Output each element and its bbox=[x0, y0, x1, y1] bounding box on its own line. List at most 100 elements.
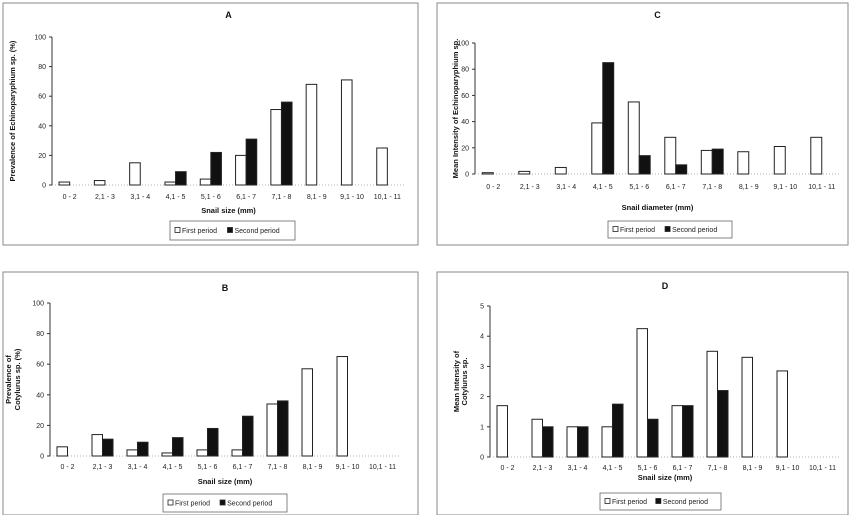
bar-second-period bbox=[277, 400, 289, 457]
y-tick-label: 40 bbox=[36, 392, 44, 399]
bar-second-period bbox=[210, 151, 222, 186]
x-tick-label: 2,1 - 3 bbox=[520, 184, 540, 191]
bar-first-period bbox=[591, 122, 604, 175]
chart-title: D bbox=[662, 281, 669, 291]
y-tick-label: 40 bbox=[461, 119, 469, 126]
bar-second-period bbox=[137, 441, 149, 457]
y-tick-label: 80 bbox=[36, 331, 44, 338]
x-axis-label: Snail size (mm) bbox=[201, 206, 256, 215]
bar-second-period bbox=[542, 426, 554, 458]
x-tick-label: 8,1 - 9 bbox=[739, 184, 759, 191]
bar-second-period bbox=[638, 155, 651, 175]
legend-label: Second period bbox=[663, 499, 708, 506]
y-tick-label: 3 bbox=[480, 364, 484, 371]
bar-second-period bbox=[675, 164, 688, 175]
x-tick-label: 7,1 - 8 bbox=[708, 465, 728, 472]
chart-panel-b: B 0 20 40 60 80 100 0 - 2 2,1 - 3 3,1 - 4 4,1 - 5 5… bbox=[2, 271, 419, 515]
legend-label: Second period bbox=[227, 501, 272, 508]
bar-second-period bbox=[682, 405, 694, 458]
chart-title: C bbox=[654, 10, 661, 20]
bar-first-period bbox=[126, 449, 138, 457]
legend: First period Second period bbox=[599, 492, 722, 511]
legend-swatch bbox=[664, 226, 671, 232]
x-tick-label: 0 - 2 bbox=[63, 194, 77, 201]
x-tick-label: 9,1 - 10 bbox=[340, 194, 364, 201]
y-tick-label: 100 bbox=[32, 301, 44, 308]
x-tick-label: 4,1 - 5 bbox=[163, 464, 183, 471]
bar-first-period bbox=[270, 109, 282, 186]
y-axis-label: Mean Intensity of Echinoparyphium sp. bbox=[451, 39, 460, 179]
legend-swatch bbox=[655, 498, 662, 504]
x-tick-label: 7,1 - 8 bbox=[272, 194, 292, 201]
y-tick-label: 20 bbox=[38, 153, 46, 160]
bar-first-period bbox=[56, 446, 68, 457]
y-axis-label: Prevalence of bbox=[4, 355, 13, 404]
x-axis-label: Snail diameter (mm) bbox=[622, 203, 694, 212]
y-tick-label: 1 bbox=[480, 424, 484, 431]
legend: First period Second period bbox=[162, 493, 288, 513]
bar-second-period bbox=[711, 148, 724, 175]
x-tick-label: 4,1 - 5 bbox=[603, 465, 623, 472]
bar-first-period bbox=[376, 147, 388, 186]
x-tick-label: 2,1 - 3 bbox=[93, 464, 113, 471]
bar-first-period bbox=[129, 162, 141, 186]
legend-swatch bbox=[174, 227, 181, 233]
bar-first-period bbox=[496, 405, 508, 458]
x-tick-label: 0 - 2 bbox=[486, 184, 500, 191]
chart-title: B bbox=[222, 283, 229, 293]
x-tick-label: 9,1 - 10 bbox=[773, 184, 797, 191]
y-tick-label: 5 bbox=[480, 304, 484, 311]
bar-first-period bbox=[266, 403, 278, 457]
x-tick-label: 7,1 - 8 bbox=[268, 464, 288, 471]
bar-first-period bbox=[161, 452, 173, 457]
bar-second-period bbox=[280, 101, 293, 186]
y-tick-label: 100 bbox=[34, 35, 46, 42]
x-axis-label: Snail size (mm) bbox=[638, 473, 693, 482]
legend-label: Second period bbox=[235, 228, 280, 235]
chart-panel-c: C 0 20 40 60 80 100 0 - 2 2,1 - 3 3,1 - 4 4,1 - 5 5… bbox=[436, 2, 849, 246]
bar-first-period bbox=[336, 356, 348, 457]
x-tick-label: 3,1 - 4 bbox=[128, 464, 148, 471]
bar-first-period bbox=[199, 178, 212, 186]
legend: First period Second period bbox=[607, 220, 733, 239]
legend-swatch bbox=[227, 227, 233, 233]
x-tick-label: 0 - 2 bbox=[500, 465, 514, 472]
bar-first-period bbox=[554, 166, 567, 175]
bar-first-period bbox=[706, 350, 718, 458]
y-axis-label: Cotylurus sp. (%) bbox=[13, 348, 22, 410]
panel-frame bbox=[2, 271, 419, 515]
chart-title: A bbox=[225, 10, 232, 20]
x-tick-label: 10,1 - 11 bbox=[808, 184, 835, 191]
bar-first-period bbox=[601, 426, 613, 458]
bar-second-period bbox=[207, 427, 219, 457]
panel-frame bbox=[436, 2, 849, 246]
x-tick-label: 2,1 - 3 bbox=[95, 194, 115, 201]
legend-label: First period bbox=[620, 227, 655, 234]
x-tick-label: 4,1 - 5 bbox=[166, 194, 186, 201]
legend-label: First period bbox=[175, 501, 210, 508]
bar-first-period bbox=[518, 170, 531, 175]
bar-first-period bbox=[305, 83, 318, 186]
bar-first-period bbox=[196, 449, 208, 457]
y-tick-label: 20 bbox=[461, 145, 469, 152]
bar-first-period bbox=[773, 145, 786, 175]
chart-panel-a: A 0 20 40 60 80 100 0 - 2 2,1 - 3 3,1 - 4 4,1 - 5 5… bbox=[2, 2, 419, 246]
bar-first-period bbox=[566, 426, 578, 458]
x-tick-label: 9,1 - 10 bbox=[776, 465, 800, 472]
y-tick-label: 60 bbox=[461, 93, 469, 100]
y-tick-label: 20 bbox=[36, 423, 44, 430]
legend-label: First period bbox=[182, 228, 217, 235]
bar-first-period bbox=[231, 449, 243, 457]
y-tick-label: 60 bbox=[38, 94, 46, 101]
x-tick-label: 3,1 - 4 bbox=[130, 194, 150, 201]
x-tick-label: 6,1 - 7 bbox=[673, 465, 693, 472]
x-tick-label: 6,1 - 7 bbox=[236, 194, 256, 201]
bar-first-period bbox=[58, 181, 71, 186]
bar-first-period bbox=[481, 172, 494, 175]
x-tick-label: 10,1 - 11 bbox=[809, 465, 836, 472]
y-tick-label: 0 bbox=[465, 172, 469, 179]
legend-swatch bbox=[604, 498, 611, 504]
bar-second-period bbox=[647, 418, 659, 458]
bar-second-period bbox=[175, 171, 187, 186]
